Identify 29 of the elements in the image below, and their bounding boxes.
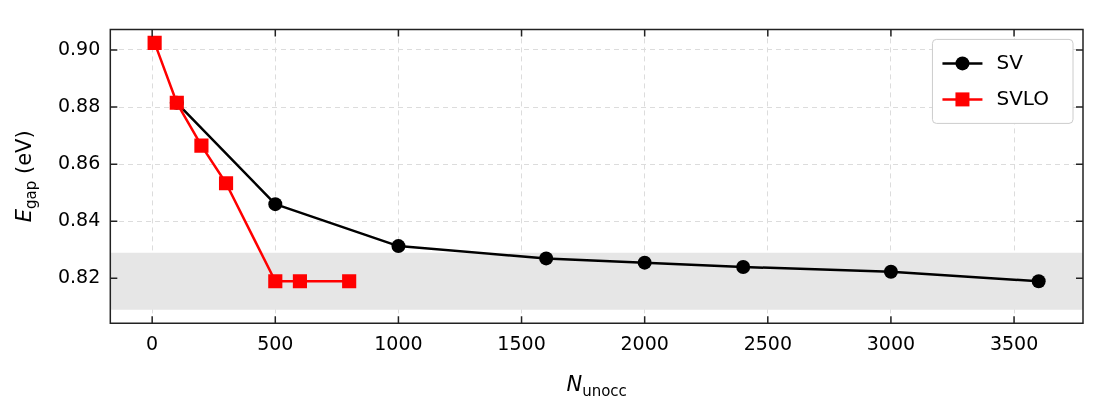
x-tick-label: 2000 xyxy=(620,331,669,354)
x-tick-label: 500 xyxy=(257,331,294,354)
point xyxy=(883,264,898,279)
y-tick-label: 0.84 xyxy=(57,208,101,231)
point xyxy=(342,274,357,289)
x-tick-label: 2500 xyxy=(743,331,792,354)
point xyxy=(147,35,162,50)
y-axis-title: Egap (eV) xyxy=(12,130,41,223)
x-tick-label: 1000 xyxy=(374,331,423,354)
legend-label: SVLO xyxy=(996,85,1050,110)
y-tick-label: 0.88 xyxy=(57,94,101,116)
x-tick-label: 3000 xyxy=(866,331,916,354)
point xyxy=(194,138,209,153)
point xyxy=(1031,274,1046,289)
point xyxy=(391,239,406,254)
x-tick-label: 1500 xyxy=(497,331,546,354)
point xyxy=(539,251,554,266)
point xyxy=(292,274,307,289)
y-tick-label: 0.82 xyxy=(57,265,101,288)
point xyxy=(736,259,751,274)
point xyxy=(637,255,652,270)
point xyxy=(218,176,234,191)
y-tick-label: 0.86 xyxy=(57,151,101,174)
point xyxy=(268,197,283,212)
x-tick-label: 0 xyxy=(146,331,159,354)
legend-label: SV xyxy=(996,49,1024,74)
point xyxy=(268,274,283,289)
x-tick-label: 3500 xyxy=(989,331,1039,354)
y-tick-label: 0.90 xyxy=(57,36,101,59)
